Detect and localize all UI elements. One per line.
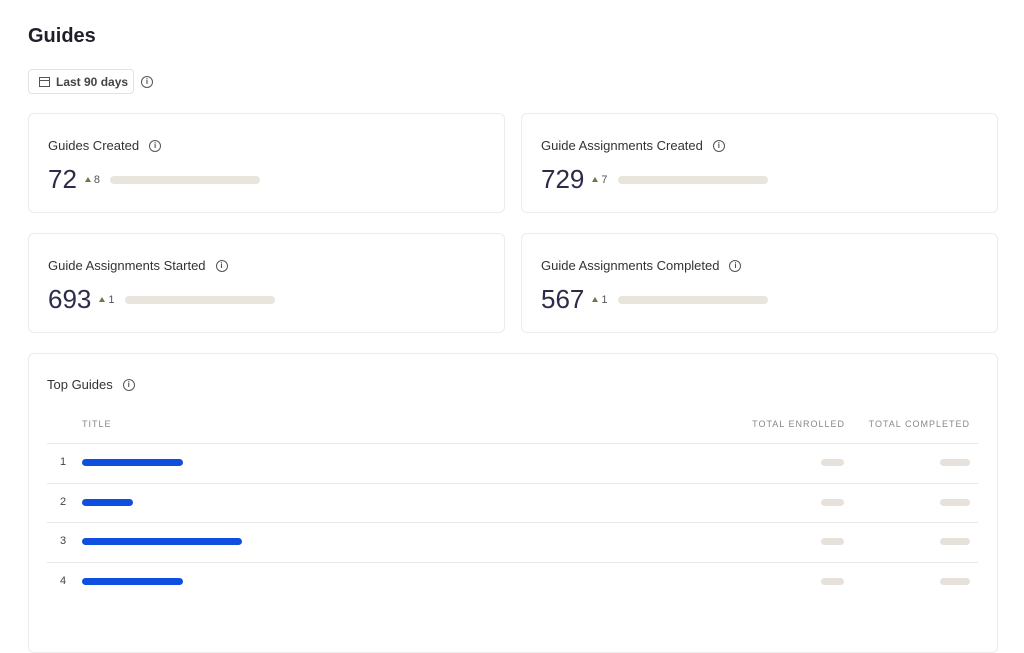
stat-value: 72	[48, 164, 77, 194]
delta-arrow	[99, 297, 106, 302]
row-rank: 1	[60, 456, 67, 468]
top-guides-card	[28, 353, 998, 653]
delta-value: 1	[108, 293, 115, 306]
delta-value: 1	[601, 293, 608, 306]
column-header: TOTAL ENROLLED	[752, 419, 845, 429]
calendar-icon	[39, 77, 50, 87]
stat-value: 729	[541, 164, 585, 194]
guide-title-bar[interactable]	[82, 498, 133, 506]
delta-arrow	[592, 297, 599, 302]
info-icon[interactable]: i	[729, 259, 742, 272]
row-divider	[47, 561, 978, 563]
stat-label-wrap: Guide Assignments Started i	[48, 258, 228, 273]
stat-row: 567 1	[541, 284, 768, 315]
stat-card: Guide Assignments Created i 729 7	[521, 113, 998, 213]
guide-title-bar[interactable]	[82, 459, 183, 466]
page-title: Guides	[28, 25, 96, 47]
stat-row: 693 1	[48, 284, 275, 315]
stat-row: 72 8	[48, 164, 261, 195]
placeholder-bar	[110, 175, 261, 184]
placeholder-bar	[617, 295, 768, 304]
stat-card: Guides Created i 72 8	[28, 113, 505, 213]
row-rank: 4	[60, 574, 67, 587]
stat-row: 729 7	[541, 164, 768, 195]
stat-label-wrap: Guide Assignments Completed i	[541, 258, 742, 273]
guide-title-bar[interactable]	[82, 577, 183, 585]
enrolled-placeholder	[821, 538, 844, 545]
stat-label-wrap: Guide Assignments Created i	[541, 138, 725, 153]
enrolled-placeholder	[821, 577, 844, 585]
placeholder-bar	[124, 295, 275, 304]
completed-placeholder	[940, 577, 970, 585]
stat-delta: 7	[592, 173, 608, 186]
guide-title-bar[interactable]	[82, 538, 242, 545]
stat-delta: 1	[99, 293, 115, 306]
row-rank: 2	[60, 495, 67, 508]
column-header: TOTAL COMPLETED	[868, 419, 970, 429]
stat-label: Guide Assignments Started	[48, 258, 206, 273]
stat-label: Guides Created	[48, 138, 140, 153]
info-icon[interactable]: i	[712, 139, 725, 152]
delta-arrow	[592, 177, 599, 182]
row-rank: 3	[60, 535, 67, 547]
stat-value: 693	[48, 284, 92, 314]
table-title: Top Guides	[47, 377, 113, 392]
stat-card: Guide Assignments Started i 693 1	[28, 233, 505, 333]
date-filter-label: Last 90 days	[56, 74, 129, 89]
row-divider	[47, 482, 978, 484]
info-icon[interactable]: i	[122, 378, 135, 391]
delta-value: 8	[93, 173, 101, 186]
date-filter[interactable]: Last 90 days	[28, 69, 134, 94]
row-divider	[47, 522, 978, 523]
delta-value: 7	[601, 173, 608, 186]
info-icon[interactable]: i	[215, 259, 228, 272]
info-icon[interactable]: i	[149, 139, 162, 152]
enrolled-placeholder	[821, 498, 844, 506]
table-title-wrap: Top Guides i	[47, 377, 135, 392]
stat-label-wrap: Guides Created i	[48, 138, 162, 153]
completed-placeholder	[940, 538, 970, 545]
stat-delta: 1	[592, 293, 608, 306]
stat-label: Guide Assignments Created	[541, 138, 703, 153]
stat-value: 567	[541, 284, 585, 314]
column-header: TITLE	[82, 419, 112, 429]
delta-arrow	[84, 177, 91, 182]
info-icon[interactable]: i	[141, 76, 153, 88]
placeholder-bar	[617, 175, 768, 184]
enrolled-placeholder	[821, 459, 844, 466]
stat-label: Guide Assignments Completed	[541, 258, 720, 273]
stat-card: Guide Assignments Completed i 567 1	[521, 233, 998, 333]
stat-delta: 8	[84, 173, 101, 186]
completed-placeholder	[940, 459, 970, 466]
completed-placeholder	[940, 498, 970, 506]
row-divider	[47, 443, 978, 444]
